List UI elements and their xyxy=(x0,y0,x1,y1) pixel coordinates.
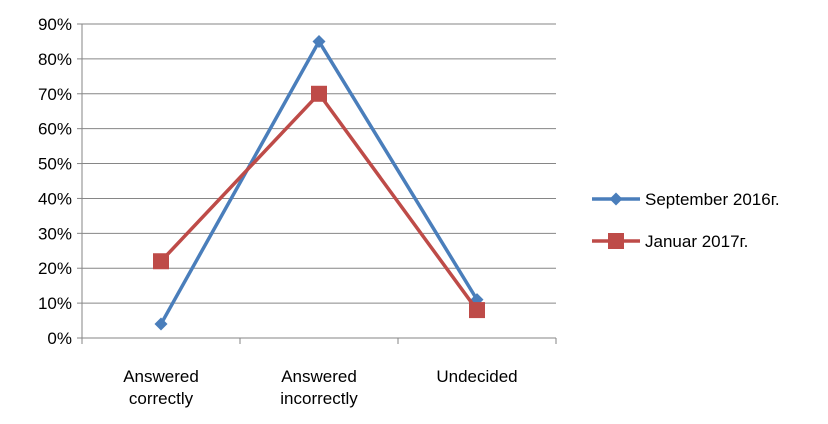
y-tick-label: 80% xyxy=(38,50,72,69)
y-tick-label: 30% xyxy=(38,224,72,243)
y-axis: 0% 10% 20% 30% 40% 50% 60% 70% 80% 90% xyxy=(38,15,83,348)
data-point xyxy=(311,85,327,102)
y-tick-label: 10% xyxy=(38,294,72,313)
y-tick-label: 70% xyxy=(38,85,72,104)
data-point xyxy=(153,253,169,270)
y-tick-label: 40% xyxy=(38,189,72,208)
series-2 xyxy=(153,85,485,319)
x-category-label: Answered correctly xyxy=(123,367,199,408)
series-1 xyxy=(154,34,484,331)
y-tick-label: 50% xyxy=(38,155,72,174)
y-tick-label: 0% xyxy=(47,329,72,348)
legend-label: September 2016г. xyxy=(645,190,780,209)
series-line xyxy=(159,92,479,312)
legend: September 2016г. Januar 2017г. xyxy=(592,190,780,251)
data-point xyxy=(312,34,326,48)
x-category-label: Undecided xyxy=(436,367,517,386)
data-point xyxy=(469,302,485,319)
series-layer xyxy=(153,34,485,331)
data-point xyxy=(154,317,168,331)
x-axis: Answered correctly Answered incorrectly Unde… xyxy=(81,337,557,408)
legend-item: September 2016г. xyxy=(592,190,780,209)
x-category-label: Answered incorrectly xyxy=(280,367,358,408)
legend-marker xyxy=(608,233,624,249)
y-tick-label: 90% xyxy=(38,15,72,34)
y-tick-label: 60% xyxy=(38,120,72,139)
y-tick-label: 20% xyxy=(38,259,72,278)
legend-label: Januar 2017г. xyxy=(645,232,748,251)
legend-item: Januar 2017г. xyxy=(592,232,748,251)
legend-marker xyxy=(609,192,623,206)
series-line xyxy=(159,39,479,325)
